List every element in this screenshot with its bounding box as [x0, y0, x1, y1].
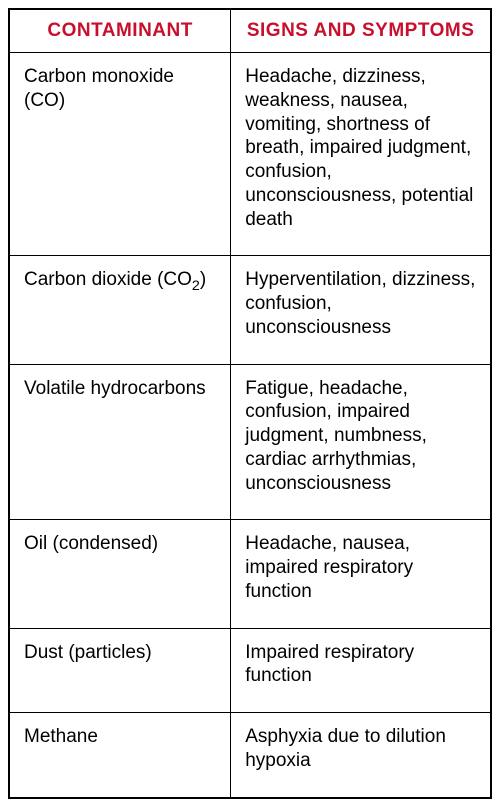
cell-symptoms: Fatigue, headache, confusion, impaired j… [231, 364, 491, 520]
table-header-row: CONTAMINANT SIGNS AND SYMPTOMS [9, 9, 491, 53]
cell-contaminant: Carbon monoxide (CO) [9, 53, 231, 256]
cell-contaminant: Volatile hydrocarbons [9, 364, 231, 520]
header-contaminant: CONTAMINANT [9, 9, 231, 53]
table-row: Oil (condensed)Headache, nausea, impaire… [9, 520, 491, 628]
table-row: MethaneAsphyxia due to dilution hypoxia [9, 713, 491, 798]
cell-contaminant: Oil (condensed) [9, 520, 231, 628]
table-row: Carbon monoxide (CO)Headache, dizziness,… [9, 53, 491, 256]
table-row: Carbon dioxide (CO2)Hyperventilation, di… [9, 256, 491, 364]
contaminant-table: CONTAMINANT SIGNS AND SYMPTOMS Carbon mo… [8, 8, 492, 799]
cell-contaminant: Dust (particles) [9, 628, 231, 713]
cell-symptoms: Headache, nausea, impaired respiratory f… [231, 520, 491, 628]
cell-contaminant: Carbon dioxide (CO2) [9, 256, 231, 364]
table-row: Volatile hydrocarbonsFatigue, headache, … [9, 364, 491, 520]
cell-symptoms: Asphyxia due to dilution hypoxia [231, 713, 491, 798]
cell-symptoms: Headache, dizziness, weakness, nausea, v… [231, 53, 491, 256]
header-symptoms: SIGNS AND SYMPTOMS [231, 9, 491, 53]
cell-contaminant: Methane [9, 713, 231, 798]
cell-symptoms: Impaired respiratory function [231, 628, 491, 713]
table-body: Carbon monoxide (CO)Headache, dizziness,… [9, 53, 491, 798]
table-row: Dust (particles)Impaired respiratory fun… [9, 628, 491, 713]
cell-symptoms: Hyperventilation, dizziness, confusion, … [231, 256, 491, 364]
